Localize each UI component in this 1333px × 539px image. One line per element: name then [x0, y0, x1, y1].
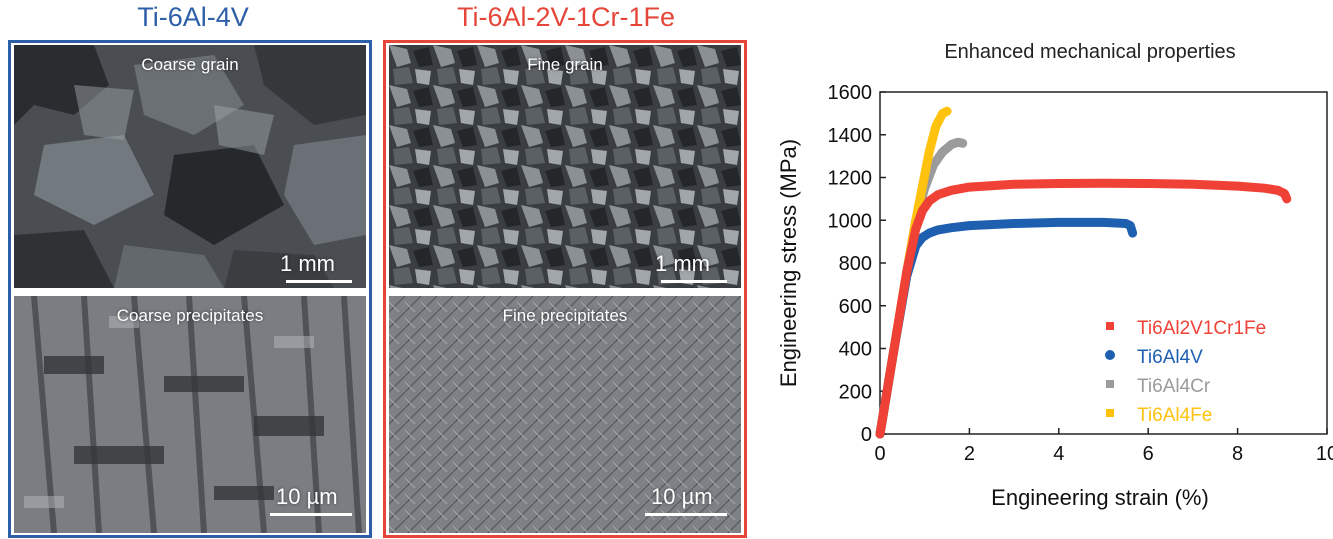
y-tick-label: 600 [839, 296, 872, 318]
fine-precipitates-label: Fine precipitates [502, 306, 628, 325]
x-tick-label: 2 [964, 443, 975, 465]
coarse-grain-label: Coarse grain [141, 55, 239, 74]
y-tick-label: 1400 [828, 125, 873, 147]
legend-label: Ti6Al2V1Cr1Fe [1137, 318, 1266, 339]
x-tick-label: 8 [1232, 443, 1243, 465]
x-tick-label: 4 [1053, 443, 1064, 465]
left-panel-frame [8, 40, 372, 538]
legend-label: Ti6Al4V [1137, 347, 1203, 368]
coarse-grain-scale-bar [286, 280, 352, 283]
y-tick-label: 0 [861, 424, 872, 446]
chart-title: Enhanced mechanical properties [944, 41, 1235, 63]
y-tick-label: 200 [839, 381, 872, 403]
x-tick-label: 10 [1316, 443, 1333, 465]
x-axis-label: Engineering strain (%) [991, 485, 1209, 510]
x-tick-label: 6 [1143, 443, 1154, 465]
series-line-ti6al2v1cr1fe [875, 178, 1292, 439]
fine-precipitates-image: Fine precipitates 10 µm [389, 296, 741, 533]
coarse-precipitates-label: Coarse precipitates [116, 306, 264, 325]
legend-marker [1106, 322, 1114, 330]
series-line-ti6al4v [875, 217, 1138, 439]
fine-grain-scale-bar [661, 280, 727, 283]
coarse-grain-image: Coarse grain 1 mm [14, 45, 366, 288]
coarse-precipitates-image: Coarse precipitates 10 µm [14, 296, 366, 533]
left-panel-title: Ti-6Al-4V [137, 2, 249, 32]
legend-marker [1106, 409, 1114, 417]
fine-grain-scale-text: 1 mm [655, 251, 710, 276]
y-tick-label: 800 [839, 253, 872, 275]
coarse-precipitates-scale-text: 10 µm [276, 484, 338, 509]
fine-grain-label: Fine grain [527, 55, 603, 74]
middle-panel-frame [383, 40, 747, 538]
y-tick-label: 1600 [828, 82, 873, 104]
legend-marker [1106, 380, 1114, 388]
legend-marker [1105, 350, 1115, 360]
middle-panel-title: Ti-6Al-2V-1Cr-1Fe [456, 2, 676, 32]
legend-label: Ti6Al4Fe [1137, 405, 1212, 426]
y-tick-label: 1000 [828, 210, 873, 232]
y-axis-label: Engineering stress (MPa) [776, 139, 801, 387]
y-tick-label: 1200 [828, 168, 873, 190]
fine-precipitates-scale-bar [645, 513, 727, 516]
coarse-grain-scale-text: 1 mm [280, 251, 335, 276]
stress-strain-chart: Enhanced mechanical properties 0 2 4 6 8 10 0 2… [776, 41, 1333, 510]
y-tick-label: 400 [839, 339, 872, 361]
fine-grain-image: Fine grain 1 mm [389, 45, 741, 288]
coarse-precipitates-scale-bar [270, 513, 352, 516]
legend-label: Ti6Al4Cr [1137, 376, 1211, 397]
fine-precipitates-scale-text: 10 µm [651, 484, 713, 509]
x-tick-label: 0 [874, 443, 885, 465]
